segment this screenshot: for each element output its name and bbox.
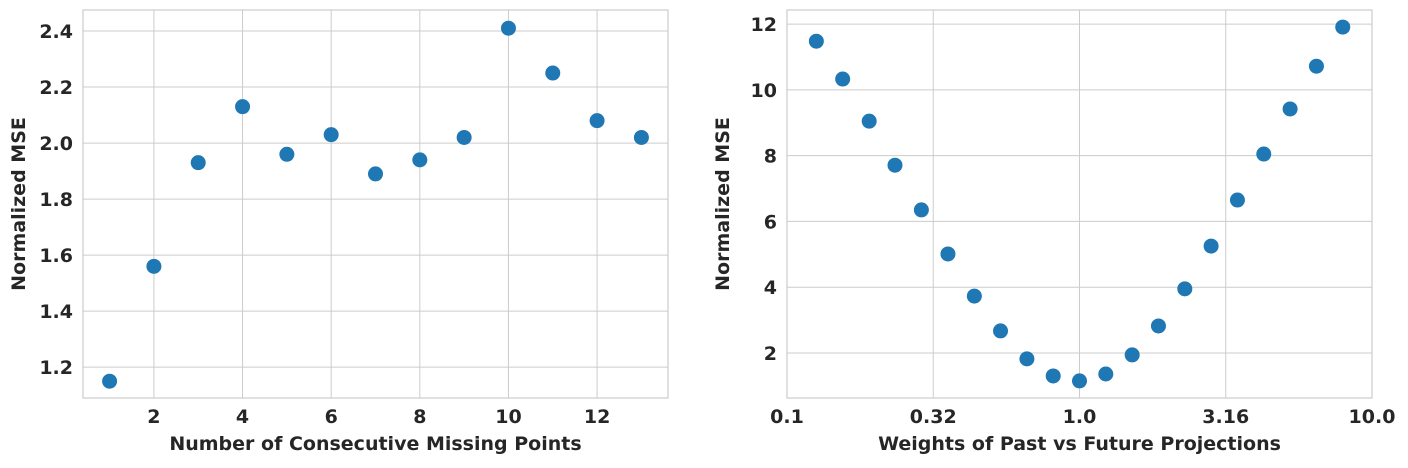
- y-tick-label: 2.4: [39, 21, 73, 43]
- data-point: [1150, 318, 1166, 334]
- plot-frame: [82, 9, 669, 399]
- y-tick-label: 8: [764, 146, 777, 168]
- data-point: [146, 258, 162, 274]
- data-point: [545, 65, 561, 81]
- y-tick-label: 1.2: [39, 357, 73, 379]
- x-tick-label: 4: [236, 406, 249, 428]
- data-point: [808, 33, 824, 49]
- x-tick-label: 0.32: [910, 406, 957, 428]
- data-point: [1203, 238, 1219, 254]
- y-tick-label: 2.0: [39, 133, 73, 155]
- data-point: [235, 99, 251, 115]
- data-point: [500, 20, 516, 36]
- data-point: [279, 146, 295, 162]
- data-point: [1045, 368, 1061, 384]
- x-tick-label: 0.1: [770, 406, 804, 428]
- data-point: [993, 323, 1009, 339]
- x-tick-label: 10.0: [1349, 406, 1396, 428]
- data-point: [1282, 101, 1298, 117]
- x-tick-label: 12: [584, 406, 610, 428]
- y-tick-label: 2.2: [39, 77, 73, 99]
- data-point: [456, 129, 472, 145]
- data-point: [1308, 58, 1324, 74]
- x-tick-label: 10: [495, 406, 521, 428]
- x-tick-label: 8: [413, 406, 426, 428]
- y-tick-label: 12: [751, 14, 777, 36]
- y-tick-label: 6: [764, 211, 777, 233]
- data-point: [1256, 146, 1272, 162]
- x-axis-title: Weights of Past vs Future Projections: [878, 433, 1281, 455]
- x-tick-label: 3.16: [1202, 406, 1249, 428]
- data-point: [323, 127, 339, 143]
- data-point: [633, 129, 649, 145]
- data-point: [1335, 19, 1351, 35]
- data-point: [913, 202, 929, 218]
- data-point: [835, 71, 851, 87]
- data-point: [102, 373, 118, 389]
- data-point: [368, 166, 383, 182]
- x-axis-title: Number of Consecutive Missing Points: [169, 433, 581, 455]
- data-point: [190, 155, 206, 171]
- data-point: [589, 113, 605, 129]
- y-tick-label: 1.4: [39, 301, 73, 323]
- x-tick-label: 1.0: [1063, 406, 1097, 428]
- data-point: [861, 113, 877, 129]
- data-point: [1229, 192, 1245, 208]
- y-tick-label: 2: [764, 343, 777, 365]
- y-tick-label: 4: [764, 277, 777, 299]
- data-point: [1019, 351, 1035, 367]
- y-tick-label: 1.8: [39, 189, 73, 211]
- y-tick-label: 1.6: [39, 245, 73, 267]
- data-point: [1098, 366, 1114, 382]
- data-point: [1124, 347, 1140, 363]
- y-axis-title: Normalized MSE: [8, 117, 30, 291]
- data-point: [412, 152, 428, 168]
- y-axis-title: Normalized MSE: [712, 117, 734, 291]
- data-point: [940, 246, 956, 262]
- plot-frame: [786, 9, 1373, 399]
- x-tick-label: 2: [147, 406, 160, 428]
- data-point: [1072, 373, 1087, 389]
- x-tick-label: 6: [325, 406, 338, 428]
- data-point: [887, 157, 903, 173]
- data-point: [1177, 281, 1193, 297]
- data-point: [966, 288, 982, 304]
- y-tick-label: 10: [751, 80, 777, 102]
